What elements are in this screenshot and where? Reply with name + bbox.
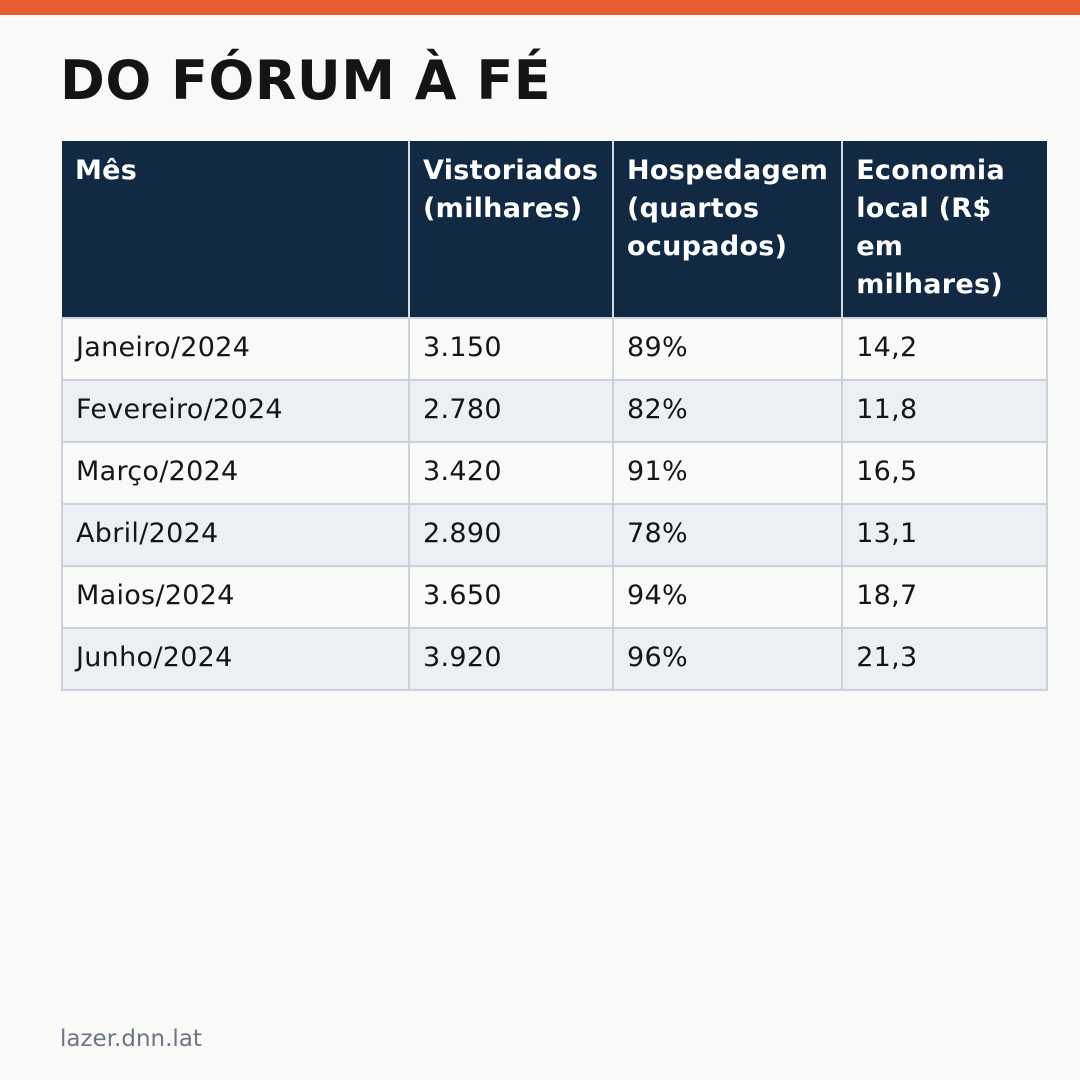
table-row: Junho/2024 3.920 96% 21,3 xyxy=(61,627,1049,691)
cell-lodging: 82% xyxy=(611,379,844,443)
column-header-label: Mês xyxy=(75,155,138,186)
cell-month: Abril/2024 xyxy=(61,503,410,567)
column-header-local-economy: Economia local (R$ em milhares) xyxy=(841,141,1048,318)
cell-lodging: 94% xyxy=(611,565,844,629)
table-row: Fevereiro/2024 2.780 82% 11,8 xyxy=(61,379,1049,443)
cell-lodging: 89% xyxy=(611,317,844,381)
table-body: Janeiro/2024 3.150 89% 14,2 Fevereiro/20… xyxy=(61,317,1049,691)
cell-lodging: 96% xyxy=(611,627,844,691)
cell-month: Fevereiro/2024 xyxy=(61,379,410,443)
table-row: Janeiro/2024 3.150 89% 14,2 xyxy=(61,317,1049,381)
column-header-label: Vistoriados (milhares) xyxy=(423,155,599,224)
data-table: Mês Vistoriados (milhares) Hospedagem (q… xyxy=(61,141,1049,691)
cell-month: Maios/2024 xyxy=(61,565,410,629)
page-title: DO FÓRUM À FÉ xyxy=(60,49,552,112)
cell-visitors: 3.420 xyxy=(408,441,614,505)
cell-visitors: 2.890 xyxy=(408,503,614,567)
cell-visitors: 3.650 xyxy=(408,565,614,629)
cell-lodging: 78% xyxy=(611,503,844,567)
column-header-label: Hospedagem (quartos ocupados) xyxy=(627,155,829,262)
cell-month: Janeiro/2024 xyxy=(61,317,410,381)
column-header-label: Economia local (R$ em milhares) xyxy=(856,155,1005,300)
cell-visitors: 3.150 xyxy=(408,317,614,381)
column-header-lodging: Hospedagem (quartos ocupados) xyxy=(611,141,843,318)
cell-visitors: 2.780 xyxy=(408,379,614,443)
cell-local-economy: 11,8 xyxy=(841,379,1049,443)
table-header: Mês Vistoriados (milhares) Hospedagem (q… xyxy=(62,141,1048,318)
cell-month: Março/2024 xyxy=(61,441,410,505)
cell-lodging: 91% xyxy=(611,441,844,505)
cell-local-economy: 18,7 xyxy=(841,565,1049,629)
cell-local-economy: 14,2 xyxy=(841,317,1049,381)
cell-local-economy: 13,1 xyxy=(841,503,1049,567)
top-accent-bar xyxy=(0,0,1080,15)
cell-visitors: 3.920 xyxy=(408,627,614,691)
cell-local-economy: 16,5 xyxy=(841,441,1049,505)
column-header-month: Mês xyxy=(62,141,409,318)
cell-month: Junho/2024 xyxy=(61,627,410,691)
column-header-visitors: Vistoriados (milhares) xyxy=(408,141,613,318)
table-row: Maios/2024 3.650 94% 18,7 xyxy=(61,565,1049,629)
table-header-row: Mês Vistoriados (milhares) Hospedagem (q… xyxy=(62,141,1048,318)
table-row: Abril/2024 2.890 78% 13,1 xyxy=(61,503,1049,567)
footer-source-link: lazer.dnn.lat xyxy=(60,1026,202,1052)
table-row: Março/2024 3.420 91% 16,5 xyxy=(61,441,1049,505)
cell-local-economy: 21,3 xyxy=(841,627,1049,691)
